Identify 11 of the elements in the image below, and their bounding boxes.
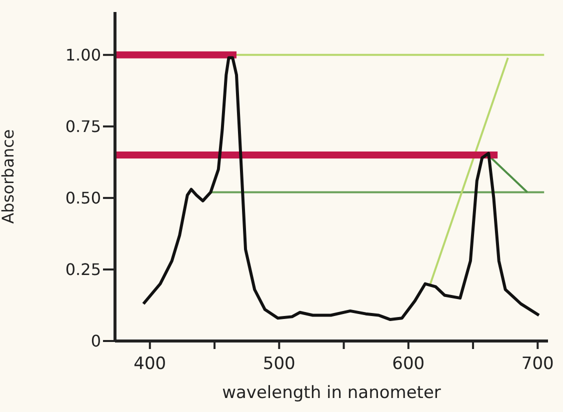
y-tick-label: 0.25 [65,260,101,280]
x-tick-label: 700 [521,354,554,374]
y-axis-title: Absorbance [0,129,18,224]
x-axis-title: wavelength in nanometer [222,383,441,403]
x-tick-label: 600 [392,354,425,374]
x-tick-label: 500 [262,354,296,374]
x-tick-label: 400 [134,354,166,374]
y-tick-label: 0 [90,332,101,351]
y-tick-label: 1.00 [65,46,101,65]
y-tick-label: 0.50 [65,188,101,208]
y-tick-label: 0.75 [65,117,101,136]
